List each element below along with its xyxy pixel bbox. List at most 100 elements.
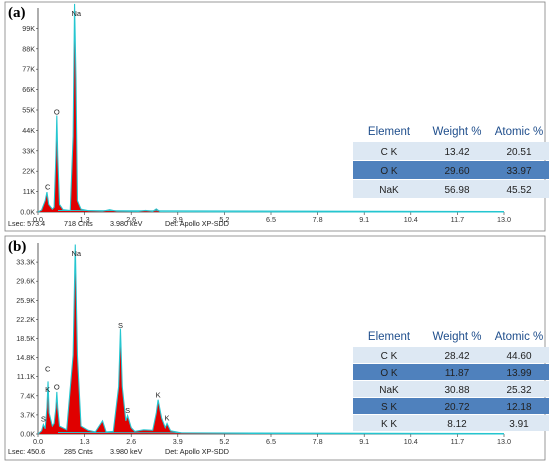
y-tick-label: 66K [22, 85, 35, 94]
table-cell: C K [381, 147, 398, 158]
table-cell: O K [380, 368, 398, 379]
panel-label: (a) [8, 5, 26, 21]
y-tick-label: 18.5K [16, 334, 35, 343]
table-header: Element [368, 126, 411, 138]
table-row-background [353, 180, 549, 198]
table-cell: NaK [379, 185, 399, 196]
table-cell: 56.98 [444, 185, 469, 196]
table-row-background [353, 364, 549, 380]
status-kev: 3.980 keV [110, 219, 143, 228]
y-tick-label: 7.4K [20, 391, 35, 400]
x-tick-label: 0.0 [33, 437, 43, 446]
peak-label-s: S [41, 415, 46, 424]
table-cell: 33.97 [506, 166, 531, 177]
y-tick-label: 88K [22, 44, 35, 53]
x-tick-label: 6.5 [266, 215, 276, 224]
y-tick-label: 11.1K [17, 372, 35, 381]
y-tick-label: 77K [22, 65, 35, 74]
x-tick-label: 13.0 [497, 215, 511, 224]
status-det: Det: Apollo XP-SDD [165, 219, 229, 228]
table-row-background [353, 398, 549, 414]
table-cell: 28.42 [444, 351, 469, 362]
table-cell: 3.91 [509, 419, 529, 430]
table-cell: O K [380, 166, 398, 177]
table-cell: C K [381, 351, 398, 362]
status-lsec: Lsec: 450.6 [8, 447, 45, 456]
x-tick-label: 1.3 [80, 215, 90, 224]
table-cell: 25.32 [506, 385, 531, 396]
status-cnts: 718 Cnts [64, 219, 93, 228]
x-tick-label: 10.4 [404, 215, 418, 224]
x-tick-label: 1.3 [80, 437, 90, 446]
table-cell: 11.87 [445, 368, 470, 379]
y-tick-label: 99K [22, 24, 35, 33]
x-tick-label: 11.7 [451, 215, 464, 224]
x-tick-label: 10.4 [404, 437, 418, 446]
y-tick-label: 0.0K [20, 208, 35, 217]
panel-a-eds-spectrum: (a) 0.0K 11K 22K 33K 44K 55K 66K 77K 88K 99K 0.0 1.3… [4, 1, 549, 232]
table-cell: 44.60 [506, 351, 531, 362]
element-results-table: Element Weight % Atomic % C K 13.42 20.51 O K 2… [353, 126, 549, 198]
peak-label-o: O [54, 107, 60, 116]
peak-label-na: Na [71, 9, 81, 18]
x-tick-label: 5.2 [219, 215, 229, 224]
spectrum-outline [37, 244, 505, 435]
panel-b-eds-spectrum: (b)0.0K3.7K7.4K11.1K14.8K18.5K22.2K25.9K… [4, 235, 549, 461]
table-header: Weight % [432, 331, 481, 343]
status-det: Det: Apollo XP-SDD [165, 447, 229, 456]
peak-label-s: S [125, 406, 130, 415]
x-tick-label: 9.1 [359, 215, 369, 224]
peak-label-c: C [45, 364, 51, 373]
table-header: Atomic % [495, 126, 544, 138]
x-tick-label: 0.0 [33, 215, 43, 224]
x-tick-label: 5.2 [219, 437, 229, 446]
y-tick-label: 3.7K [20, 410, 35, 419]
table-cell: 45.52 [506, 185, 531, 196]
table-header: Element [368, 331, 411, 343]
peak-label-k: K [165, 414, 170, 423]
table-row-background [353, 347, 549, 363]
table-header: Atomic % [495, 331, 544, 343]
table-row-background [353, 142, 549, 160]
x-tick-label: 9.1 [359, 437, 369, 446]
table-row-background [353, 161, 549, 179]
panel-label: (b) [8, 239, 26, 255]
x-tick-label: 6.5 [266, 437, 276, 446]
x-tick-label: 2.6 [126, 437, 136, 446]
table-header: Weight % [432, 126, 481, 138]
table-cell: 8.12 [447, 419, 467, 430]
table-cell: S K [381, 402, 397, 413]
y-tick-label: 29.6K [16, 277, 35, 286]
y-tick-label: 44K [22, 126, 35, 135]
element-results-table: Element Weight % Atomic % C K 28.42 44.60 O K 1… [353, 331, 549, 431]
y-tick-label: 25.9K [16, 296, 35, 305]
peak-label-s: S [118, 321, 123, 330]
peak-label-c: C [45, 183, 51, 192]
x-tick-label: 3.9 [173, 215, 183, 224]
table-cell: 20.51 [506, 147, 531, 158]
status-kev: 3.980 keV [110, 447, 143, 456]
y-tick-label: 0.0K [20, 430, 35, 439]
peak-label-k: K [156, 390, 161, 399]
x-tick-label: 7.8 [313, 437, 323, 446]
y-tick-label: 22K [22, 167, 35, 176]
peak-label-na: Na [71, 249, 81, 258]
peak-label-k: K [45, 385, 50, 394]
background-line [57, 210, 505, 212]
table-cell: NaK [379, 385, 399, 396]
x-tick-label: 13.0 [497, 437, 511, 446]
y-tick-label: 22.2K [16, 315, 35, 324]
x-tick-label: 7.8 [313, 215, 323, 224]
y-tick-label: 33.3K [16, 258, 35, 267]
table-cell: 13.42 [444, 147, 469, 158]
table-cell: 20.72 [444, 402, 469, 413]
background-line [57, 432, 505, 434]
table-cell: K K [381, 419, 397, 430]
y-tick-label: 11K [23, 187, 35, 196]
table-row-background [353, 381, 549, 397]
table-cell: 12.18 [506, 402, 531, 413]
x-tick-label: 11.7 [451, 437, 464, 446]
y-tick-label: 33K [22, 146, 35, 155]
table-cell: 13.99 [506, 368, 531, 379]
status-lsec: Lsec: 573.4 [8, 219, 45, 228]
